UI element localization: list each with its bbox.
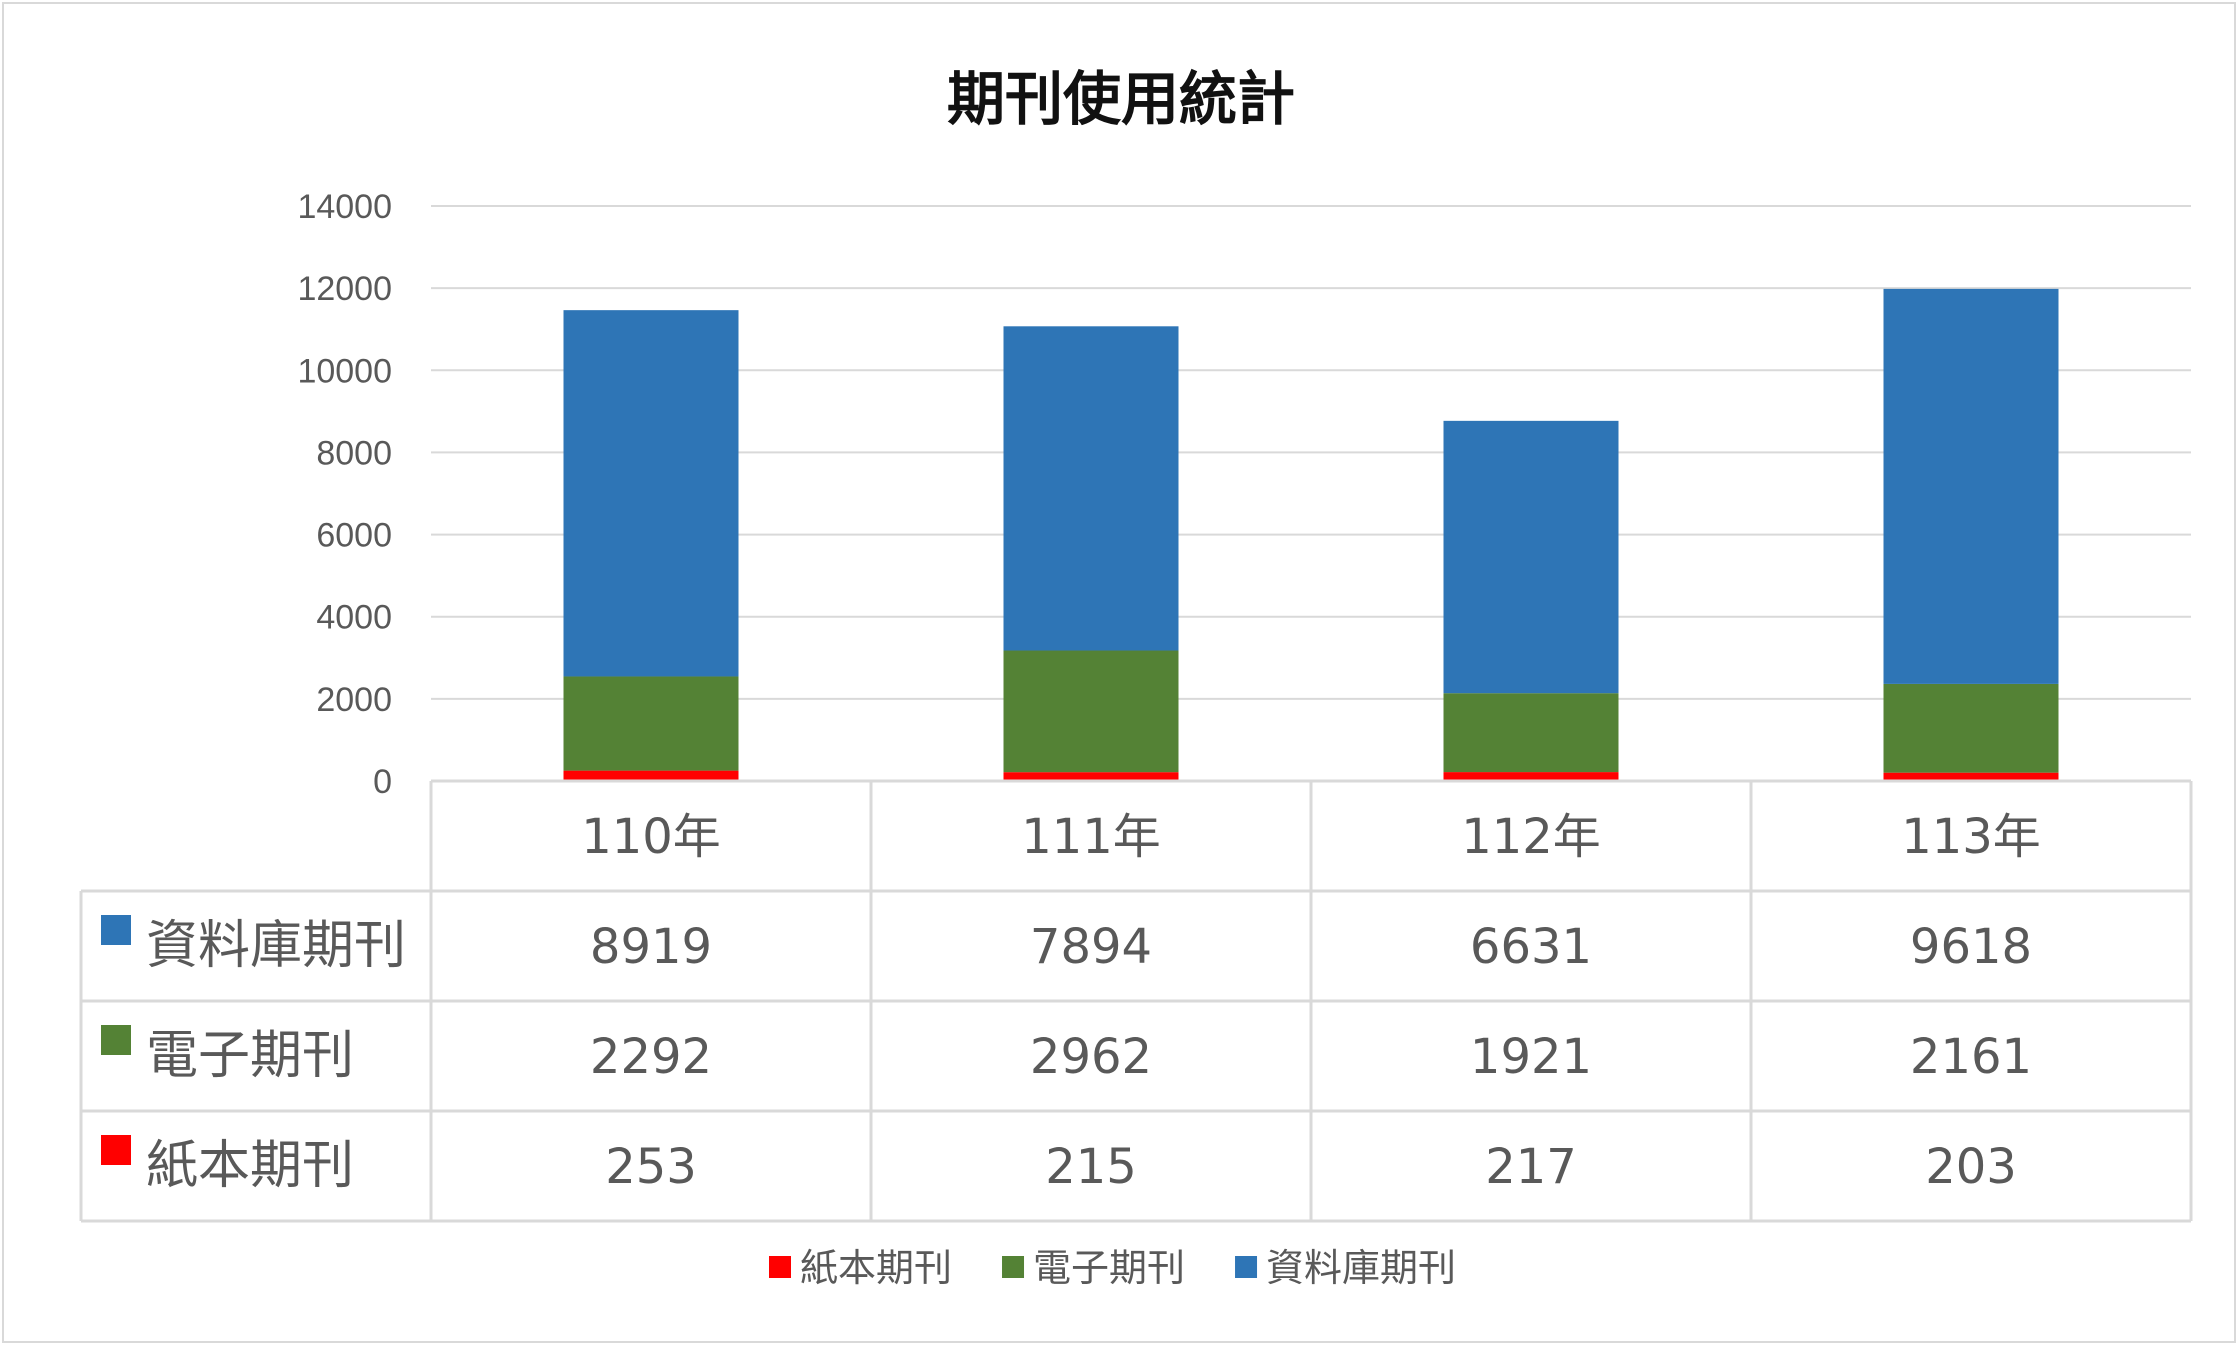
y-tick-label: 6000: [316, 517, 392, 555]
data-label: 2962: [1030, 1029, 1152, 1085]
y-tick-label: 10000: [297, 352, 392, 390]
bar-segment: [1883, 288, 2059, 684]
legend-label: 電子期刊: [1033, 1246, 1185, 1290]
category-label: 110年: [581, 809, 721, 865]
data-label: 253: [605, 1139, 697, 1195]
data-label: 8919: [590, 919, 712, 975]
data-label: 215: [1045, 1139, 1137, 1195]
bar-segment: [1003, 650, 1179, 773]
data-label: 2292: [590, 1029, 712, 1085]
legend-key: [1235, 1256, 1258, 1278]
data-label: 6631: [1470, 919, 1592, 975]
row-label: 電子期刊: [146, 1026, 354, 1086]
bar-segment: [1003, 772, 1179, 781]
chart-svg: 期刊使用統計 02000400060008000100001200014000 …: [79, 65, 2193, 1290]
bar-segment: [563, 770, 739, 781]
legend-key: [1002, 1256, 1025, 1278]
data-label: 7894: [1030, 919, 1152, 975]
data-label: 217: [1485, 1139, 1577, 1195]
y-tick-label: 14000: [297, 188, 392, 226]
data-label: 9618: [1910, 919, 2032, 975]
data-label: 203: [1925, 1139, 2017, 1195]
chart-title: 期刊使用統計: [947, 65, 1295, 133]
y-tick-label: 4000: [316, 599, 392, 637]
row-legend-key: [101, 1135, 131, 1165]
legend-key: [769, 1256, 791, 1278]
data-label: 1921: [1470, 1029, 1592, 1085]
y-tick-label: 2000: [316, 681, 392, 719]
y-tick-label: 8000: [316, 434, 392, 472]
category-label: 111年: [1021, 809, 1161, 865]
row-label: 紙本期刊: [146, 1136, 354, 1196]
legend-label: 資料庫期刊: [1266, 1246, 1456, 1290]
bar-segment: [1443, 772, 1619, 781]
category-label: 113年: [1901, 809, 2041, 865]
bar-segment: [563, 676, 739, 771]
row-legend-key: [101, 1025, 131, 1055]
y-tick-label: 0: [373, 763, 392, 801]
row-legend-key: [101, 915, 131, 945]
bar-segment: [1443, 420, 1619, 694]
bar-segment: [563, 310, 739, 677]
bar-segment: [1883, 683, 2059, 773]
category-label: 112年: [1461, 809, 1601, 865]
bar-segment: [1883, 772, 2059, 781]
bar-segment: [1003, 326, 1179, 651]
bar-segment: [1443, 693, 1619, 773]
row-label: 資料庫期刊: [146, 916, 406, 976]
y-tick-label: 12000: [297, 270, 392, 308]
legend-label: 紙本期刊: [800, 1246, 952, 1290]
bars: [563, 288, 2059, 781]
y-axis: 0 2000 4000 6000 8000 10000 12000 14000: [297, 188, 392, 801]
data-label: 2161: [1910, 1029, 2032, 1085]
legend: 紙本期刊 電子期刊 資料庫期刊: [769, 1246, 1456, 1290]
